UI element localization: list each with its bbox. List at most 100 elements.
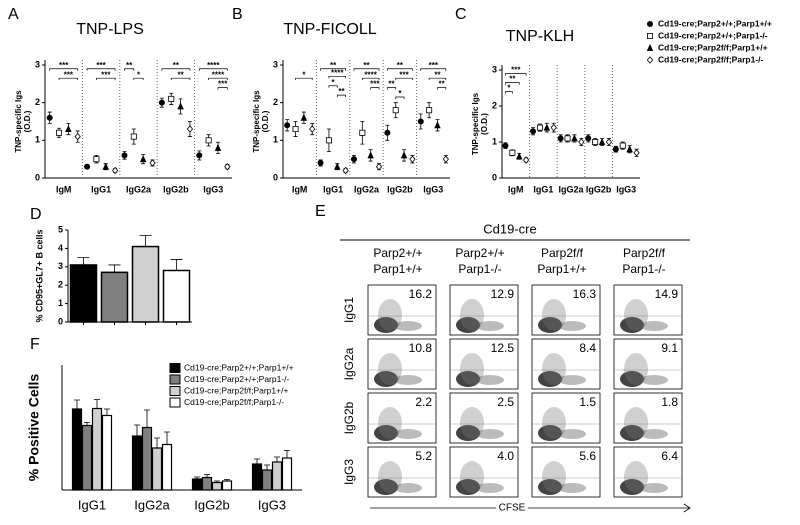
- marker: [646, 56, 654, 64]
- significance-bracket: [361, 77, 380, 81]
- density-cloud: [476, 483, 504, 493]
- marker: [359, 129, 366, 136]
- density-cloud: [378, 461, 402, 493]
- flow-plot: [449, 284, 519, 336]
- significance-label: **: [509, 75, 516, 84]
- x-tick-label: IgG1: [323, 184, 343, 194]
- bar: [251, 463, 263, 491]
- legend-swatch: [169, 363, 181, 373]
- density-cloud: [558, 321, 586, 331]
- bar: [69, 264, 98, 323]
- marker: [612, 146, 619, 153]
- significance-label: **: [126, 61, 133, 70]
- bar: [201, 476, 213, 491]
- bar: [151, 447, 163, 491]
- y-axis-label: (O.D.): [480, 113, 489, 135]
- x-tick-label: IgG2a: [354, 184, 380, 194]
- significance-label: **: [363, 61, 370, 70]
- y-tick-label: 1: [492, 136, 497, 146]
- chart-title: TNP-FICOLL: [283, 21, 376, 38]
- row-label: IgG1: [342, 297, 356, 323]
- density-cloud: [456, 317, 480, 333]
- significance-label: *: [398, 89, 402, 98]
- row-label: IgG2a: [342, 347, 356, 380]
- significance-label: ****: [207, 61, 220, 70]
- marker: [647, 20, 654, 27]
- marker: [214, 143, 222, 151]
- density-cloud: [542, 461, 566, 493]
- marker: [550, 123, 557, 132]
- density-cloud: [394, 429, 422, 439]
- bar: [281, 457, 293, 491]
- density-cloud: [378, 299, 402, 331]
- legend-swatch: [169, 386, 181, 396]
- marker: [571, 134, 578, 142]
- y-tick-label: 2: [58, 280, 63, 290]
- significance-bracket: [420, 68, 447, 71]
- bar: [101, 414, 113, 491]
- significance-bracket: [328, 75, 346, 79]
- significance-label: *: [302, 70, 306, 79]
- marker: [509, 149, 516, 156]
- significance-bracket: [86, 68, 116, 71]
- x-tick-label: IgG2b: [194, 497, 229, 512]
- bar: [71, 408, 83, 491]
- significance-label: **: [177, 70, 184, 79]
- gate-percentage: 4.0: [497, 449, 514, 463]
- marker: [426, 107, 433, 114]
- y-axis-label: (O.D.): [261, 110, 270, 132]
- y-axis-label: % CD95+GL7+ B cells: [34, 229, 44, 322]
- panel-letter: C: [455, 6, 467, 23]
- gate-percentage: 6.4: [661, 449, 678, 463]
- marker: [392, 107, 399, 114]
- significance-bracket: [124, 68, 135, 71]
- significance-label: ***: [218, 80, 228, 89]
- significance-label: ****: [331, 68, 344, 77]
- x-tick-label: IgM: [292, 184, 308, 194]
- legend-label: Cd19-cre;Parp2+/+;Parp1+/+: [658, 18, 772, 28]
- bar: [81, 424, 93, 491]
- significance-label: ***: [96, 61, 106, 70]
- significance-bracket: [353, 68, 380, 71]
- marker: [434, 121, 441, 129]
- bar: [131, 435, 143, 491]
- gate-percentage: 12.9: [491, 287, 515, 301]
- significance-label: **: [173, 61, 180, 70]
- marker: [130, 133, 137, 140]
- bar: [271, 461, 283, 491]
- marker: [102, 162, 109, 170]
- marker: [84, 163, 91, 170]
- density-cloud: [624, 461, 648, 493]
- marker: [530, 128, 537, 135]
- marker: [224, 162, 231, 171]
- marker: [65, 124, 72, 133]
- density-cloud: [640, 321, 668, 331]
- density-cloud: [460, 353, 484, 385]
- density-cloud: [538, 425, 562, 441]
- significance-label: **: [388, 80, 395, 89]
- significance-label: *: [137, 70, 141, 79]
- y-tick-label: 0: [35, 172, 40, 182]
- marker: [186, 125, 194, 133]
- y-tick-label: 3: [35, 59, 40, 69]
- cfse-arrow: [370, 503, 691, 513]
- density-cloud: [394, 375, 422, 385]
- significance-bracket: [370, 87, 380, 90]
- y-axis-label: TNP-specific Igs: [14, 90, 23, 153]
- significance-bracket: [198, 68, 228, 71]
- bar: [221, 480, 233, 491]
- marker: [367, 151, 374, 159]
- column-header: Parp1-/-: [458, 262, 501, 276]
- marker: [619, 142, 626, 149]
- legend-label: Cd19-cre;Parp2+/+;Parp1-/-: [658, 30, 768, 40]
- y-tick-label: 1: [273, 135, 278, 145]
- significance-label: **: [434, 70, 441, 79]
- x-tick-label: IgG3: [423, 184, 443, 194]
- marker: [93, 156, 100, 163]
- x-axis-label: CFSE: [499, 503, 526, 514]
- panel-letter: D: [30, 206, 42, 223]
- panel-letter: F: [30, 336, 40, 353]
- density-cloud: [640, 429, 668, 439]
- significance-bracket: [58, 77, 79, 81]
- density-cloud: [558, 483, 586, 493]
